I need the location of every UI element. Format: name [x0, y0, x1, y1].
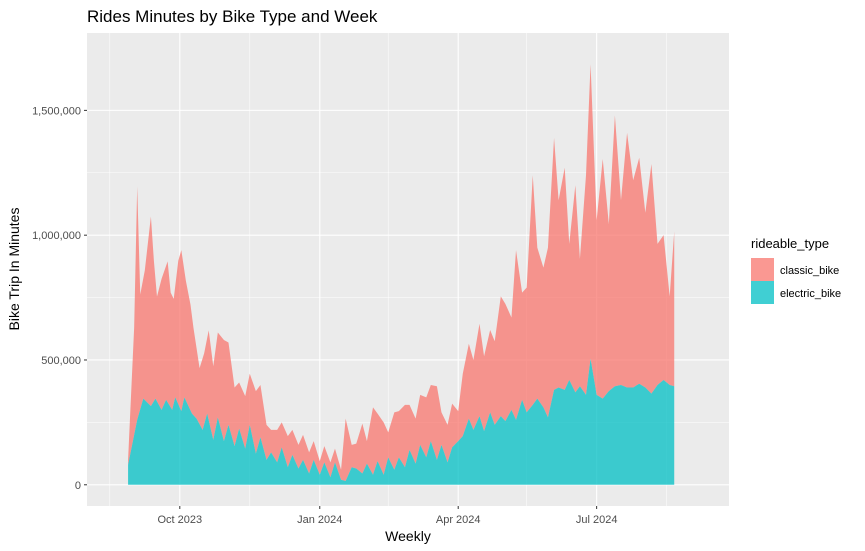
x-axis: Oct 2023 Jan 2024 Apr 2024 Jul 2024 — [157, 506, 617, 526]
area-layers — [128, 64, 675, 485]
x-tick-label: Jul 2024 — [576, 514, 618, 526]
legend-title: rideable_type — [751, 236, 829, 251]
y-axis: 0 500,000 1,000,000 1,500,000 — [32, 105, 87, 492]
y-tick-label: 1,500,000 — [32, 105, 81, 117]
y-axis-title: Bike Trip In Minutes — [6, 208, 22, 331]
y-tick-label: 0 — [75, 480, 81, 492]
legend: rideable_type classic_bike electric_bike — [751, 236, 841, 304]
x-axis-title: Weekly — [385, 528, 431, 544]
y-tick-label: 1,000,000 — [32, 230, 81, 242]
area-classic-bike — [128, 64, 675, 482]
plot-panel — [87, 33, 729, 506]
legend-label-classic-bike: classic_bike — [780, 265, 839, 277]
y-tick-label: 500,000 — [41, 355, 81, 367]
legend-key-electric-bike — [751, 281, 774, 304]
legend-label-electric-bike: electric_bike — [780, 288, 841, 300]
chart-title: Rides Minutes by Bike Type and Week — [87, 7, 378, 26]
x-tick-label: Apr 2024 — [436, 514, 481, 526]
x-tick-label: Jan 2024 — [297, 514, 342, 526]
x-tick-label: Oct 2023 — [157, 514, 202, 526]
area-electric-bike — [128, 358, 675, 485]
legend-key-classic-bike — [751, 258, 774, 281]
